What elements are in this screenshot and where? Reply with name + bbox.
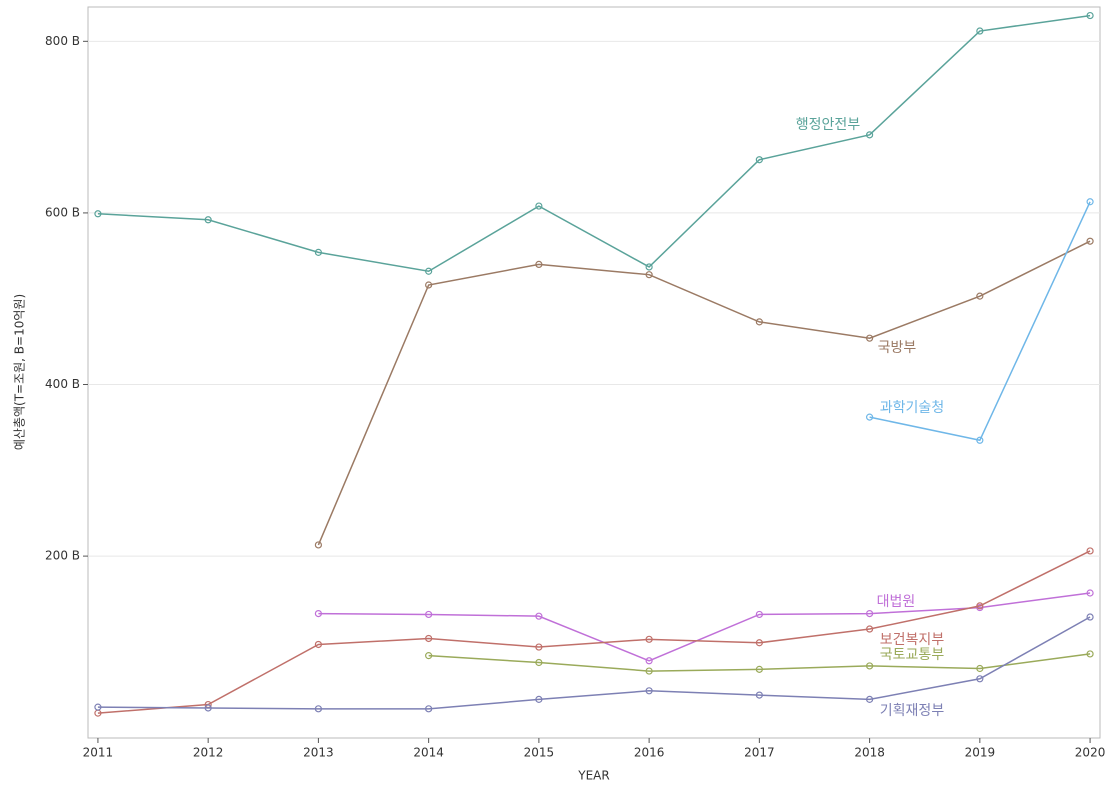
point: [425, 634, 433, 643]
point: [535, 612, 543, 620]
point: [1086, 11, 1094, 20]
point: [976, 602, 984, 610]
point: [755, 691, 763, 699]
point: [865, 131, 874, 139]
point: [865, 413, 874, 421]
point: [314, 705, 323, 713]
point: [645, 657, 653, 665]
series-line: [428, 653, 1091, 672]
series-label: 국방부: [878, 340, 917, 356]
point: [1086, 198, 1094, 206]
point: [535, 658, 543, 667]
plot-frame: [87, 6, 1101, 739]
point: [645, 263, 653, 271]
x-tick-label: 2013: [303, 746, 334, 760]
point: [976, 664, 984, 673]
point: [314, 541, 323, 549]
point: [314, 609, 323, 618]
point: [976, 436, 984, 444]
point: [865, 609, 874, 618]
x-tick-label: 2012: [193, 746, 224, 760]
series-label: 국토교통부: [880, 647, 945, 663]
x-tick-label: 2016: [634, 746, 665, 760]
point: [314, 248, 323, 256]
y-tick-label: 800 B: [45, 34, 80, 48]
point: [755, 639, 763, 647]
series-line: [317, 240, 1091, 546]
series-line: [97, 550, 1091, 714]
point: [865, 625, 874, 633]
point: [535, 260, 543, 268]
point: [865, 662, 874, 670]
y-tick-label: 200 B: [45, 549, 80, 563]
point: [94, 703, 102, 711]
point: [976, 27, 984, 35]
point: [535, 202, 543, 210]
series-label: 대법원: [877, 594, 916, 610]
point: [755, 610, 763, 619]
point: [1086, 650, 1094, 658]
point: [1086, 547, 1094, 555]
point: [865, 334, 874, 342]
point: [755, 665, 763, 673]
point: [204, 704, 212, 712]
point: [645, 687, 653, 695]
x-tick-label: 2018: [854, 746, 885, 760]
series-line: [97, 616, 1091, 710]
point: [94, 210, 102, 218]
x-tick-label: 2015: [524, 746, 555, 760]
point: [314, 640, 323, 649]
y-tick-label: 400 B: [45, 377, 80, 391]
series-line: [318, 592, 1091, 662]
point: [425, 267, 433, 275]
series-label: 행정안전부: [796, 117, 861, 133]
point: [1086, 589, 1094, 597]
point: [976, 292, 984, 300]
x-tick-label: 2017: [744, 746, 775, 760]
x-tick-label: 2019: [965, 746, 996, 760]
series-line: [869, 201, 1091, 442]
point: [425, 281, 433, 289]
point: [1086, 613, 1094, 621]
point: [425, 652, 433, 660]
point: [645, 635, 653, 643]
y-tick-label: 600 B: [45, 205, 80, 219]
point: [755, 318, 763, 326]
x-axis-label: YEAR: [577, 769, 609, 783]
point: [535, 695, 543, 703]
point: [535, 643, 543, 651]
point: [755, 156, 763, 164]
series-label: 과학기술청: [880, 400, 944, 416]
x-tick-label: 2020: [1075, 746, 1106, 760]
series-label: 기획재정부: [880, 703, 945, 719]
point: [425, 610, 433, 619]
point: [865, 695, 874, 703]
x-tick-label: 2014: [413, 746, 444, 760]
point: [645, 271, 653, 279]
y-axis-label: 예산총액(T=조원, B=10억원): [13, 294, 27, 450]
point: [976, 675, 984, 683]
x-tick-label: 2011: [83, 746, 114, 760]
point: [204, 216, 212, 224]
point: [645, 667, 653, 675]
point: [1086, 237, 1094, 245]
series-line: [97, 14, 1091, 273]
point: [425, 705, 433, 713]
series-label: 보건복지부: [880, 632, 945, 648]
